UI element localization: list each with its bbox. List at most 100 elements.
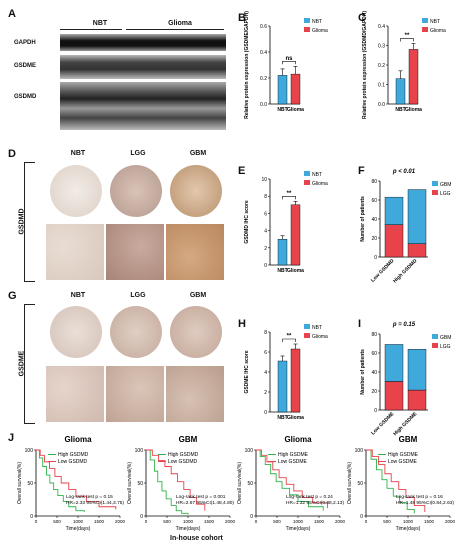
x-tick-label: NBT [277,107,287,113]
y-tick-label: 80 [371,179,377,185]
x-tick-label: 500 [273,519,281,524]
legend-swatch [432,181,438,186]
logrank-annotation: Log-rank test p = 0.001 [176,494,226,500]
stacked-bar-segment [407,349,427,391]
legend-swatch [304,18,310,23]
x-tick-label: 1000 [73,519,84,524]
y-tick-label: 50 [27,481,33,487]
y-tick-label: 0 [264,263,267,269]
legend-label: Low GSDMD [168,459,198,465]
y-tick-label: 0.2 [260,76,267,82]
panel-label-d: D [8,148,16,160]
x-tick-label: 2000 [225,519,236,524]
y-axis-label: Relative protein expression (GSDME/GAPDH… [244,11,250,119]
bar [408,49,419,105]
y-tick-label: 10 [261,177,267,183]
blot-band-gsdmd [60,82,226,130]
legend-label: High GSDMD [168,452,199,458]
bar [290,204,301,266]
bar [277,238,288,266]
y-tick-label: 0 [264,410,267,416]
survival-curve [256,449,324,511]
hr-annotation: HR=2.67 95%CI(1.48,4.80) [176,500,234,506]
y-axis-label: GSDME IHC score [244,350,250,393]
survival-curve [36,449,85,513]
panel-label-i: I [358,318,362,330]
x-tick-label: 1500 [424,519,435,524]
y-tick-label: 0.2 [378,63,385,69]
y-tick-label: 8 [264,194,267,200]
x-tick-label: 2000 [115,519,126,524]
sig-label: ** [287,334,292,340]
hr-annotation: HR=2.33 95%CI(1.44,3.75) [66,500,124,506]
y-tick-label: 0.1 [378,83,385,89]
ihc-g-side-label: GSDME [18,350,26,377]
y-axis-label: Overall survival(%) [347,462,353,504]
ihc-d-col-nbt: NBT [70,150,86,157]
legend-label: NBT [312,172,322,178]
x-tick-label: 0 [145,519,148,524]
x-tick-label: 2000 [335,519,346,524]
x-tick-label: 2000 [445,519,456,524]
survival-curve [256,449,328,509]
ihc-d-lgg-core [110,165,162,217]
y-axis-label: Overall survival(%) [127,462,133,504]
y-axis-label: GSDMD IHC score [244,200,250,244]
bar [277,75,288,105]
y-tick-label: 0 [374,255,377,261]
y-tick-label: 0.0 [378,102,385,108]
legend-swatch [304,171,310,176]
stacked-bar-segment [384,381,404,411]
x-tick-label: 1000 [293,519,304,524]
y-tick-label: 20 [371,389,377,395]
y-tick-label: 0 [30,514,33,520]
y-tick-label: 40 [371,370,377,376]
ihc-g-nbt-zoom [46,366,104,422]
y-tick-label: 0 [374,408,377,414]
y-tick-label: 60 [371,198,377,204]
y-tick-label: 40 [371,217,377,223]
x-tick-label: 0 [365,519,368,524]
ihc-d-lgg-zoom [106,224,164,280]
ihc-d-col-lgg: LGG [130,150,146,157]
legend-swatch [432,343,438,348]
chart-title: GBM [399,435,418,444]
legend-label: High GSDME [278,452,309,458]
legend-swatch [422,18,428,23]
ihc-d-side-label: GSDMD [18,208,26,235]
blot-band-gapdh [60,34,226,51]
legend-label: Low GSDMD [58,459,88,465]
y-tick-label: 80 [371,332,377,338]
x-tick-label: 1500 [94,519,105,524]
bar [395,78,406,105]
y-tick-label: 50 [357,481,363,487]
ihc-d-gbm-core [170,165,222,217]
blot-label-gapdh: GAPDH [14,40,36,46]
sig-label: ** [287,191,292,197]
legend-label: Low GSDME [388,459,418,465]
sig-label: ns [285,56,293,62]
x-tick-label: NBT [277,268,287,274]
x-axis-label: Time(days) [396,526,421,532]
bar [290,73,301,105]
panel-label-e: E [238,165,246,177]
logrank-annotation: Log-rank test p = 0.15 [66,494,113,500]
y-tick-label: 8 [264,330,267,336]
y-tick-label: 4 [264,229,267,235]
blot-group-nbt: NBT [92,20,108,27]
ihc-g-lgg-core [110,306,162,358]
x-axis-label: Time(days) [66,526,91,532]
legend-label: Low GSDME [278,459,308,465]
y-tick-label: 0 [360,514,363,520]
legend-label: High GSDME [388,452,419,458]
y-tick-label: 4 [264,370,267,376]
sig-bracket [282,338,296,342]
x-tick-label: 500 [53,519,61,524]
legend-label: Glioma [430,28,446,34]
panel-label-h: H [238,318,246,330]
cohort-footer: In-house cohort [170,535,223,542]
x-tick-label: Glioma [287,415,304,421]
